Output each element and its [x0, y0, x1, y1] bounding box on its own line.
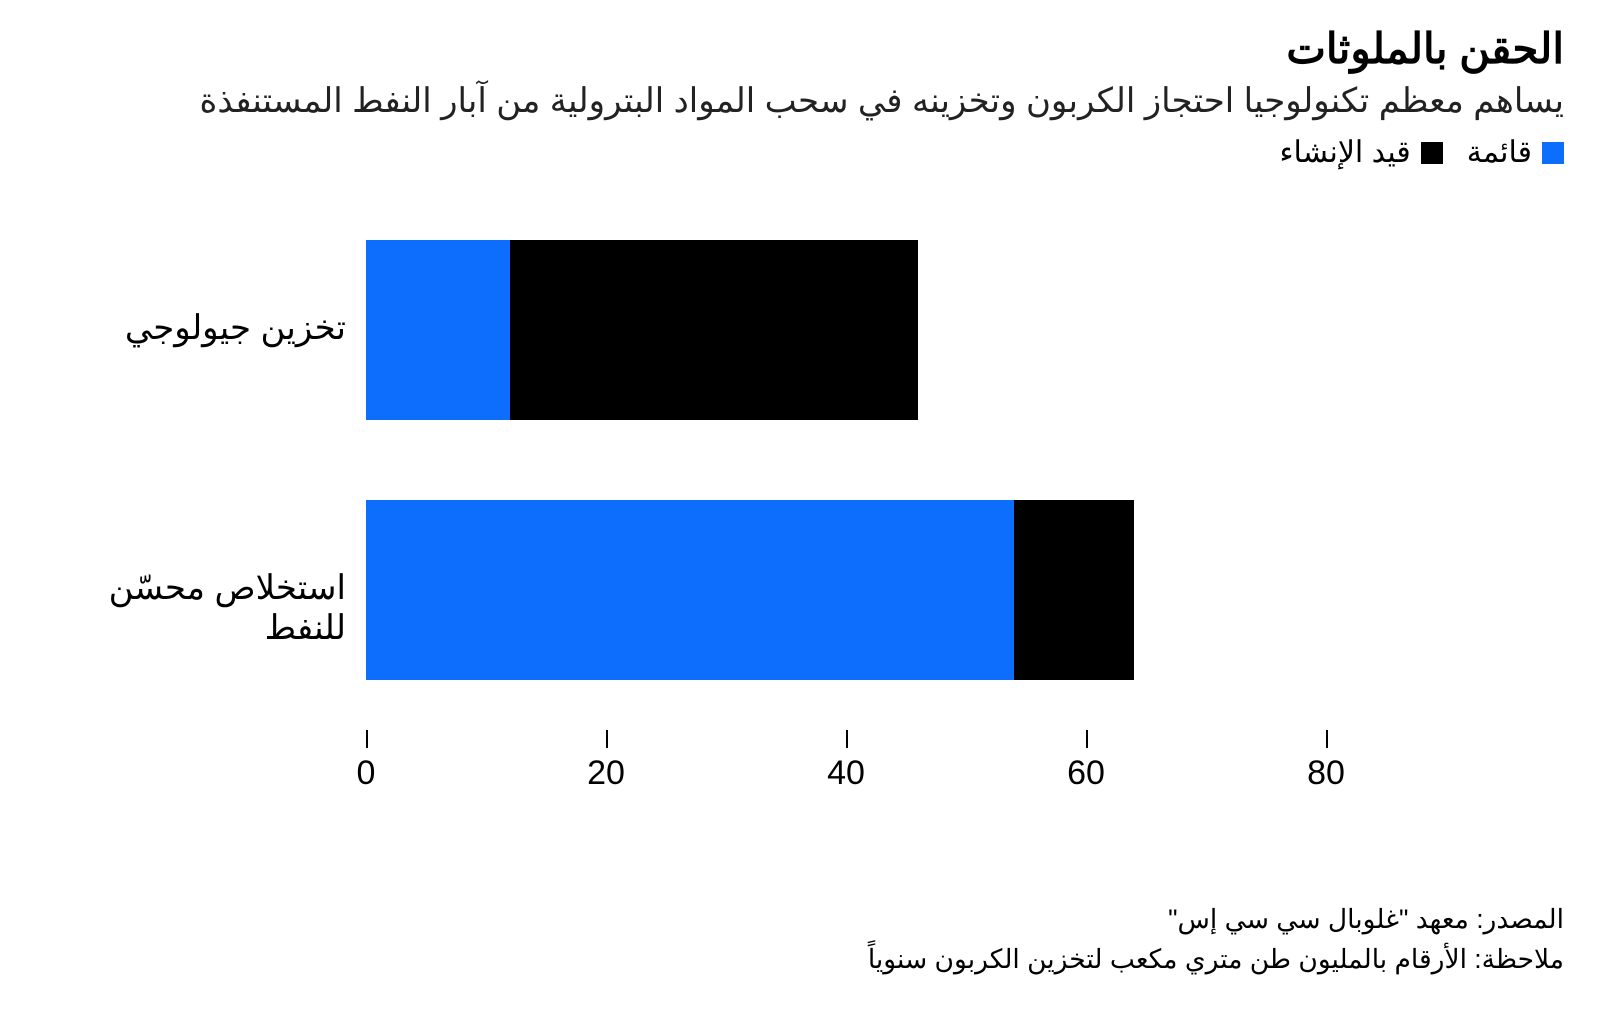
- bar-segment: [510, 240, 918, 420]
- category-label: تخزين جيولوجي: [36, 308, 346, 348]
- chart-title: الحقن بالملوثات: [36, 24, 1564, 73]
- note-text: ملاحظة: الأرقام بالمليون طن متري مكعب لت…: [36, 940, 1564, 980]
- legend-item-under-construction: قيد الإنشاء: [1279, 135, 1442, 170]
- chart: 0 20 40 60 80 تخزين جيولوجي استخلاص محسّن للن…: [36, 210, 1564, 810]
- axis-tick: [366, 730, 368, 748]
- axis-tick-label: 0: [357, 754, 376, 793]
- axis-tick: [1326, 730, 1328, 748]
- bar-segment: [1014, 500, 1134, 680]
- bar-row: [366, 240, 1326, 420]
- source-text: المصدر: معهد "غلوبال سي سي إس": [36, 900, 1564, 940]
- plot-area: [366, 210, 1326, 730]
- chart-subtitle: يساهم معظم تكنولوجيا احتجاز الكربون وتخز…: [36, 81, 1564, 121]
- axis-tick-label: 60: [1067, 754, 1105, 793]
- legend-label-under-construction: قيد الإنشاء: [1279, 135, 1410, 170]
- bar-segment: [366, 500, 1014, 680]
- legend: قائمة قيد الإنشاء: [36, 135, 1564, 170]
- axis-tick-label: 20: [587, 754, 625, 793]
- bar-row: [366, 500, 1326, 680]
- chart-footer: المصدر: معهد "غلوبال سي سي إس" ملاحظة: ا…: [36, 900, 1564, 980]
- bar-segment: [366, 240, 510, 420]
- legend-item-existing: قائمة: [1467, 135, 1564, 170]
- axis-tick-label: 40: [827, 754, 865, 793]
- axis-tick: [606, 730, 608, 748]
- axis-tick: [846, 730, 848, 748]
- axis-tick-label: 80: [1307, 754, 1345, 793]
- legend-swatch-existing: [1542, 142, 1564, 164]
- axis-tick: [1086, 730, 1088, 748]
- category-label: استخلاص محسّن للنفط: [36, 568, 346, 648]
- x-axis: 020406080: [366, 730, 1326, 790]
- legend-swatch-under-construction: [1421, 142, 1443, 164]
- legend-label-existing: قائمة: [1467, 135, 1532, 170]
